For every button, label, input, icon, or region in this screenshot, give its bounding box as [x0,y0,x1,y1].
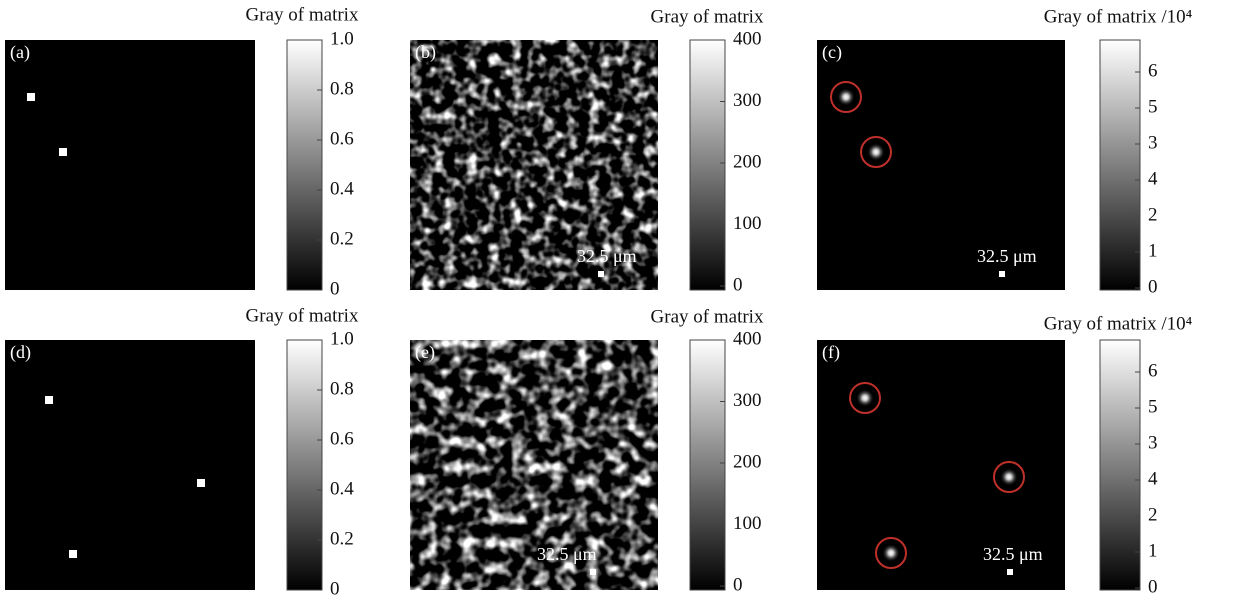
panel-label: (e) [415,342,435,363]
colorbar-tick-label: 0.2 [330,228,354,249]
spot [856,389,874,407]
colorbar-title: Gray of matrix [651,6,764,27]
colorbar-title: Gray of matrix /10⁴ [1044,313,1193,334]
scale-bar [1007,569,1013,575]
colorbar-tick-label: 100 [733,213,762,234]
colorbar-tick-label: 200 [733,451,762,472]
colorbar-title: Gray of matrix /10⁴ [1044,6,1193,27]
colorbar-tick-label: 0.2 [330,528,354,549]
colorbar-tick-label: 5 [1148,396,1158,417]
colorbar-tick-label: 0.4 [330,478,354,499]
colorbar-tick-label: 2 [1148,204,1158,225]
colorbar-tick-label: 400 [733,28,762,49]
colorbar-tick-label: 6 [1148,60,1158,81]
colorbar-tick-label: 0 [1148,276,1158,297]
speckle [410,340,658,590]
colorbar-tick-label: 0.8 [330,378,354,399]
colorbar-tick-label: 2 [1148,504,1158,525]
colorbar [287,340,322,590]
colorbar-tick-label: 4 [1148,468,1158,489]
colorbar-tick-label: 0 [733,574,743,595]
colorbar-tick-label: 0.4 [330,178,354,199]
page: (a)Gray of matrix1.00.80.60.40.20(b)32.5… [0,0,1241,602]
colorbar-tick-label: 4 [1148,168,1158,189]
spot [1000,468,1018,486]
colorbar-tick-label: 0 [330,578,340,599]
colorbar-tick-label: 3 [1148,132,1158,153]
colorbar-tick-label: 0 [330,278,340,299]
colorbar-tick-label: 0.6 [330,128,354,149]
colorbar-tick-label: 5 [1148,96,1158,117]
panel-label: (d) [10,342,31,363]
point [45,396,53,404]
spot [882,544,900,562]
colorbar-tick-label: 200 [733,151,762,172]
colorbar-tick-label: 0 [733,274,743,295]
colorbar-title: Gray of matrix [246,305,359,326]
colorbar-tick-label: 400 [733,328,762,349]
scale-bar [999,271,1005,277]
scale-bar [598,271,604,277]
panel-image [5,40,255,290]
colorbar [287,40,322,290]
colorbar-title: Gray of matrix [651,306,764,327]
panel-label: (a) [10,42,30,63]
colorbar-tick-label: 0 [1148,576,1158,597]
colorbar-tick-label: 3 [1148,432,1158,453]
figure: (a)Gray of matrix1.00.80.60.40.20(b)32.5… [0,0,1241,602]
panel-image [5,340,255,590]
scale-bar-label: 32.5 μm [577,246,637,266]
colorbar-tick-label: 1.0 [330,328,354,349]
colorbar-tick-label: 0.8 [330,78,354,99]
point [197,479,205,487]
point [59,148,67,156]
colorbar [690,40,725,290]
colorbar-tick-label: 1 [1148,240,1158,261]
colorbar [690,340,725,590]
scale-bar-label: 32.5 μm [537,544,597,564]
colorbar-title: Gray of matrix [246,4,359,25]
colorbar [1100,40,1140,290]
point [27,93,35,101]
scale-bar-label: 32.5 μm [977,246,1037,266]
colorbar-tick-label: 300 [733,390,762,411]
spot [837,88,855,106]
colorbar-tick-label: 1.0 [330,28,354,49]
colorbar-tick-label: 6 [1148,360,1158,381]
colorbar-tick-label: 0.6 [330,428,354,449]
colorbar-tick-label: 1 [1148,540,1158,561]
colorbar-tick-label: 100 [733,513,762,534]
point [69,550,77,558]
panel-label: (f) [822,342,840,363]
scale-bar-label: 32.5 μm [983,544,1043,564]
colorbar-tick-label: 300 [733,90,762,111]
colorbar [1100,340,1140,590]
scale-bar [590,569,596,575]
panel-label: (c) [822,42,842,63]
panel-label: (b) [415,42,436,63]
spot [867,143,885,161]
